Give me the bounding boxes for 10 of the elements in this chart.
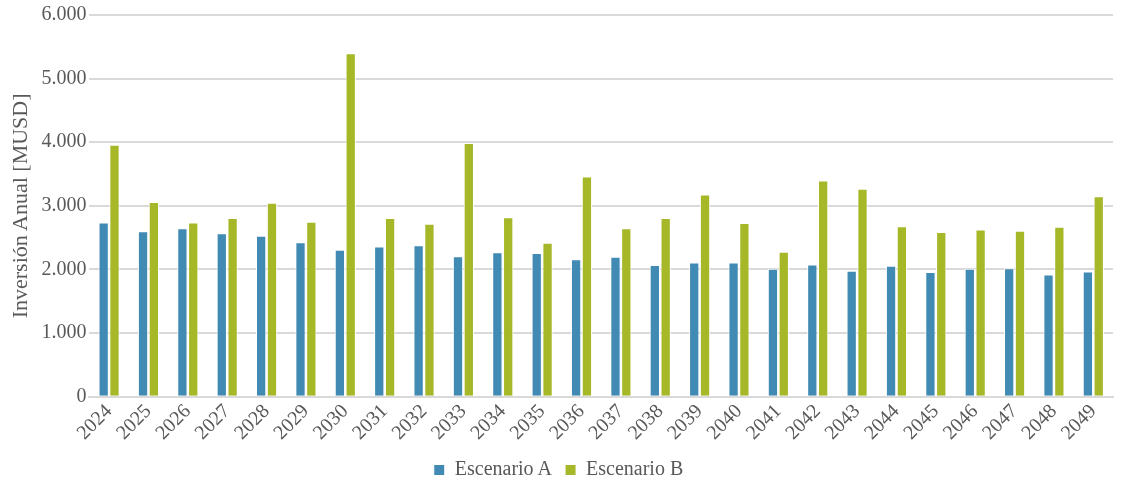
y-tick-label: 4.000 xyxy=(41,129,87,152)
y-axis-title: Inversión Anual [MUSD] xyxy=(6,93,32,319)
y-tick-label: 0 xyxy=(76,384,87,406)
legend-label: Escenario A xyxy=(454,457,553,480)
y-tick-label: 5.000 xyxy=(41,65,87,88)
y-tick-label: 1.000 xyxy=(41,320,87,343)
y-tick-label: 3.000 xyxy=(41,193,87,216)
y-tick-label: 2.000 xyxy=(41,256,87,279)
y-tick-label: 6.000 xyxy=(41,2,87,25)
legend-label: Escenario B xyxy=(586,457,684,480)
